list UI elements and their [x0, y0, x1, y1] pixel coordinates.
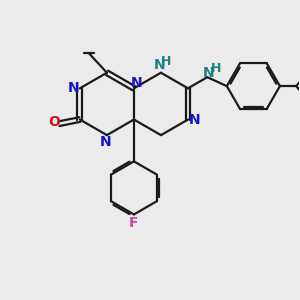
- Text: N: N: [203, 66, 214, 80]
- Text: H: H: [210, 62, 221, 75]
- Text: H: H: [161, 55, 172, 68]
- Text: N: N: [131, 76, 143, 90]
- Text: N: N: [154, 58, 165, 72]
- Text: N: N: [68, 81, 79, 95]
- Text: F: F: [129, 216, 139, 230]
- Text: N: N: [189, 112, 200, 127]
- Text: N: N: [100, 135, 111, 149]
- Text: O: O: [48, 115, 60, 129]
